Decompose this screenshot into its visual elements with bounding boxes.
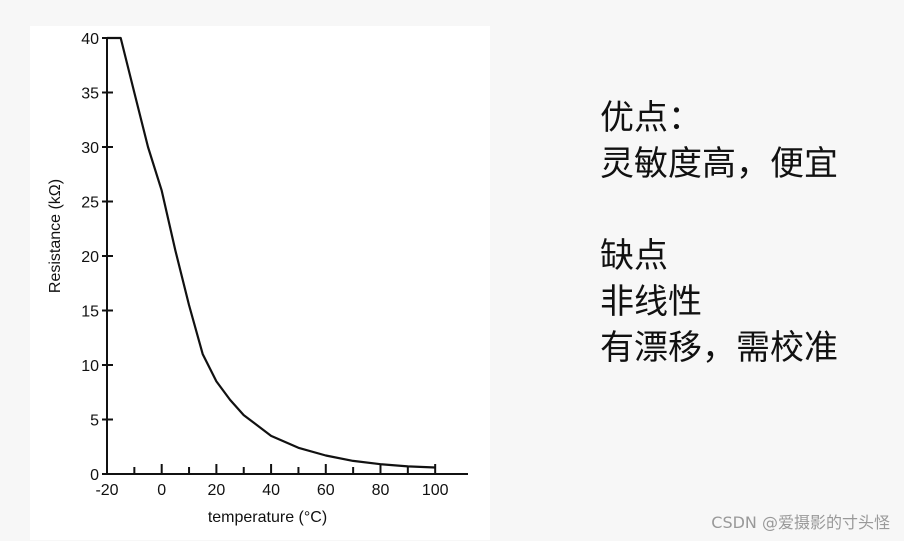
y-axis-label: Resistance (kΩ) (47, 179, 64, 293)
pros: 灵敏度高，便宜 (600, 146, 838, 183)
pros-title: 优点： (600, 100, 702, 137)
x-tick-label: 0 (157, 482, 166, 499)
y-tick-label: 20 (81, 249, 99, 266)
cons: 非线性 (600, 284, 702, 321)
y-tick-label: 40 (81, 31, 99, 48)
cons: 有漂移，需校准 (600, 330, 838, 367)
cons-title: 缺点 (600, 238, 668, 275)
y-tick-label: 5 (90, 413, 99, 430)
y-tick-label: 25 (81, 195, 99, 212)
x-tick-label: 60 (317, 482, 335, 499)
y-tick-label: 15 (81, 304, 99, 321)
y-tick-label: 10 (81, 358, 99, 375)
data-line (107, 36, 436, 469)
watermark: CSDN @爱摄影的寸头怪 (711, 513, 890, 532)
y-tick-label: 0 (90, 467, 99, 484)
x-tick-label: 40 (262, 482, 280, 499)
notes: 优点： 灵敏度高，便宜 缺点 非线性 有漂移，需校准 (600, 96, 838, 372)
x-tick-label: 20 (207, 482, 225, 499)
x-tick-label: -20 (95, 482, 118, 499)
y-tick-label: 35 (81, 86, 99, 103)
x-tick-label: 100 (422, 482, 449, 499)
x-tick-label: 80 (372, 482, 390, 499)
y-tick-label: 30 (81, 140, 99, 157)
x-axis-label: temperature (°C) (208, 509, 327, 526)
spacer (600, 188, 838, 234)
